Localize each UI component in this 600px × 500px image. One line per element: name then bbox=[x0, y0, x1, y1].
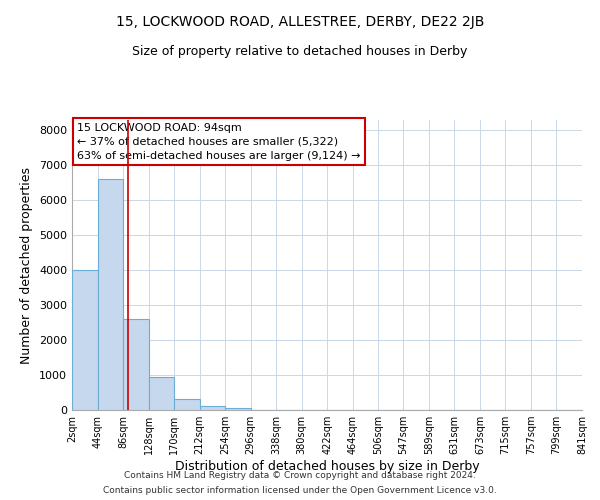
Text: 15 LOCKWOOD ROAD: 94sqm
← 37% of detached houses are smaller (5,322)
63% of semi: 15 LOCKWOOD ROAD: 94sqm ← 37% of detache… bbox=[77, 123, 361, 161]
Bar bbox=[200, 406, 225, 410]
Bar bbox=[149, 377, 174, 410]
Y-axis label: Number of detached properties: Number of detached properties bbox=[20, 166, 34, 364]
Text: Size of property relative to detached houses in Derby: Size of property relative to detached ho… bbox=[133, 45, 467, 58]
X-axis label: Distribution of detached houses by size in Derby: Distribution of detached houses by size … bbox=[175, 460, 479, 473]
Bar bbox=[174, 399, 200, 410]
Bar bbox=[123, 319, 149, 410]
Bar bbox=[225, 408, 251, 410]
Text: Contains HM Land Registry data © Crown copyright and database right 2024.: Contains HM Land Registry data © Crown c… bbox=[124, 471, 476, 480]
Bar bbox=[72, 270, 98, 410]
Text: Contains public sector information licensed under the Open Government Licence v3: Contains public sector information licen… bbox=[103, 486, 497, 495]
Text: 15, LOCKWOOD ROAD, ALLESTREE, DERBY, DE22 2JB: 15, LOCKWOOD ROAD, ALLESTREE, DERBY, DE2… bbox=[116, 15, 484, 29]
Bar bbox=[98, 180, 123, 410]
